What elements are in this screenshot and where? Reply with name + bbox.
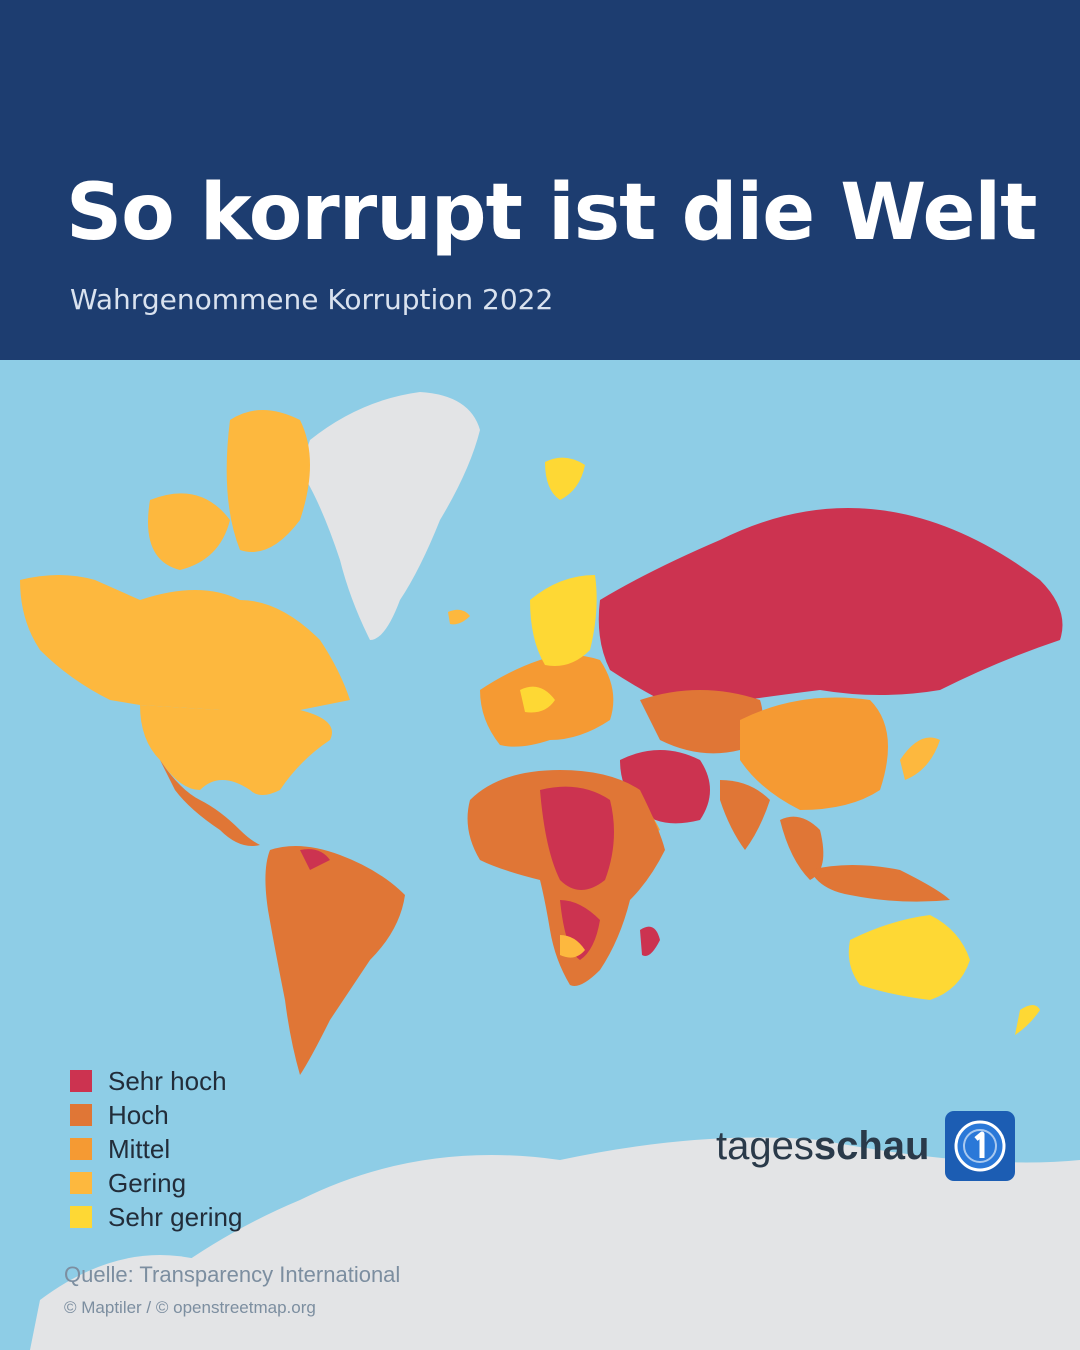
page-subtitle: Wahrgenommene Korruption 2022 [70,283,554,316]
world-map [0,360,1080,1350]
legend-label: Gering [108,1167,187,1198]
source-note: Quelle: Transparency International [64,1262,401,1287]
legend-swatch [70,1206,92,1228]
central-asia-region [640,690,763,754]
ard-1-logo-icon [945,1111,1015,1181]
india-region [720,780,770,850]
usa-region [140,705,332,795]
legend: Sehr hoch Hoch Mittel Gering Sehr gering [70,1064,242,1234]
header-banner: So korrupt ist die Welt Wahrgenommene Ko… [0,0,1080,360]
legend-item: Mittel [70,1132,242,1166]
antarctica-region [80,1137,1080,1350]
china-region [740,697,888,810]
legend-item: Sehr hoch [70,1064,242,1098]
map-credit: © Maptiler / © openstreetmap.org [64,1298,316,1317]
legend-label: Hoch [108,1099,169,1130]
legend-item: Gering [70,1166,242,1200]
legend-label: Sehr gering [108,1201,243,1232]
australia-region [848,915,970,1000]
legend-label: Mittel [108,1133,171,1164]
brand-name-part1: tages [716,1124,814,1168]
russia-region [598,508,1063,710]
legend-item: Sehr gering [70,1200,242,1234]
legend-swatch [70,1104,92,1126]
brand-wordmark: tagesschau [716,1124,929,1169]
page-title: So korrupt ist die Welt [66,168,1037,258]
legend-swatch [70,1172,92,1194]
legend-label: Sehr hoch [108,1065,227,1096]
brand-name-part2: schau [813,1124,930,1168]
legend-swatch [70,1070,92,1092]
canada-region [20,575,350,710]
south-america-region [265,846,405,1075]
legend-swatch [70,1138,92,1160]
legend-item: Hoch [70,1098,242,1132]
greenland-region [300,392,480,640]
